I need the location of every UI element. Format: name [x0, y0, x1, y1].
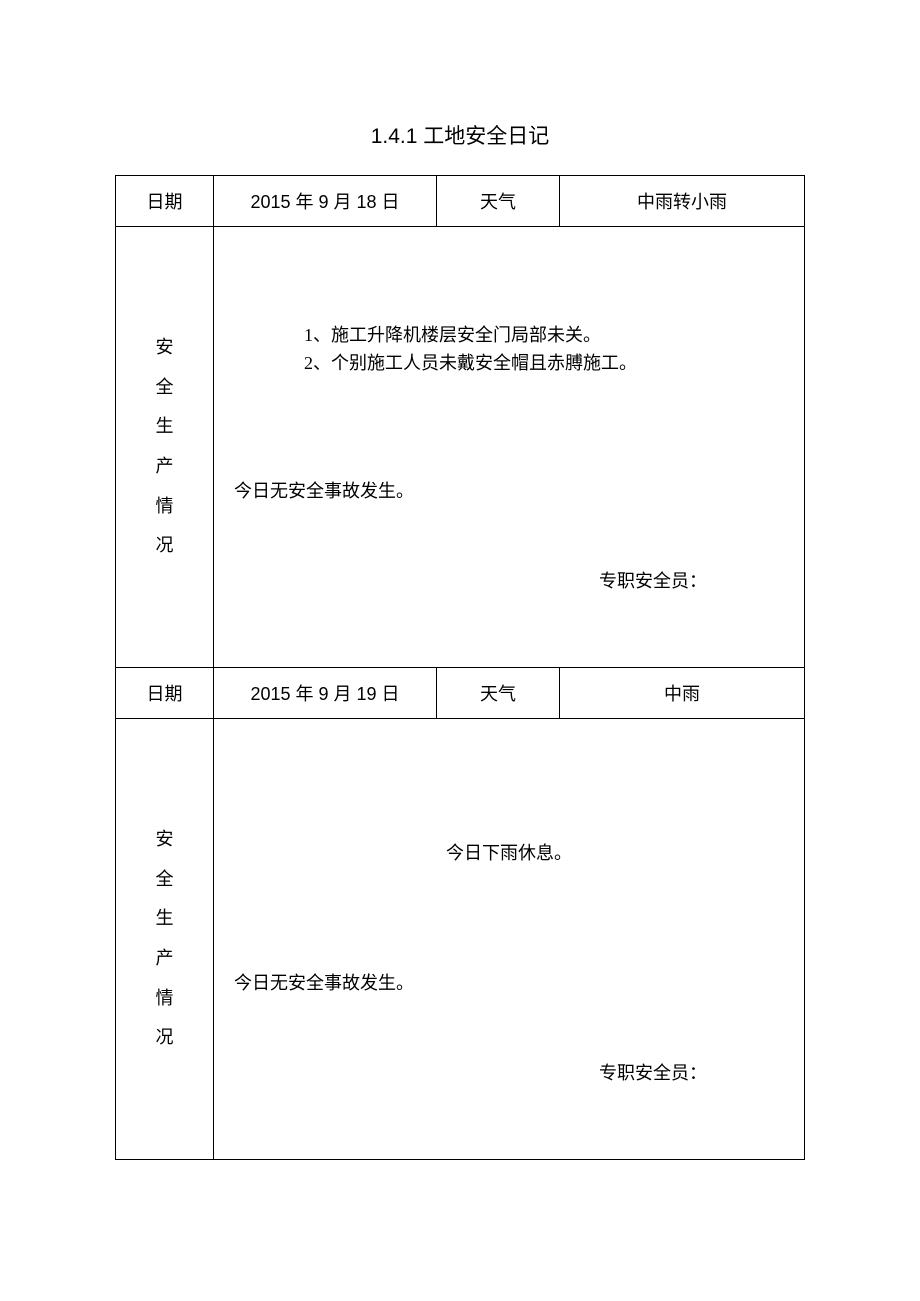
note-line: 1、施工升降机楼层安全门局部未关。 [304, 322, 637, 350]
side-label: 安全生产情况 [116, 227, 214, 668]
safety-log-table: 日期 2015 年 9 月 18 日 天气 中雨转小雨 安全生产情况 1、施工升… [115, 175, 805, 1160]
title-number: 1.4.1 [371, 125, 418, 148]
officer-label: 专职安全员： [599, 567, 707, 593]
date-value: 2015 年 9 月 19 日 [214, 668, 437, 719]
date-value: 2015 年 9 月 18 日 [214, 176, 437, 227]
page-title: 1.4.1 工地安全日记 [115, 120, 805, 150]
entry-body-row: 安全生产情况 今日下雨休息。 今日无安全事故发生。 专职安全员： [116, 719, 805, 1160]
note-line: 今日下雨休息。 [214, 839, 804, 865]
date-label: 日期 [116, 176, 214, 227]
entry-body-inner: 1、施工升降机楼层安全门局部未关。 2、个别施工人员未戴安全帽且赤膊施工。 今日… [214, 227, 804, 667]
side-label-text: 安全生产情况 [117, 820, 212, 1058]
entry-body-cell: 今日下雨休息。 今日无安全事故发生。 专职安全员： [214, 719, 805, 1160]
officer-label: 专职安全员： [599, 1059, 707, 1085]
no-accident-text: 今日无安全事故发生。 [234, 969, 414, 995]
weather-label: 天气 [437, 176, 560, 227]
side-label-text: 安全生产情况 [117, 328, 212, 566]
title-text: 工地安全日记 [423, 125, 549, 148]
date-label: 日期 [116, 668, 214, 719]
weather-value: 中雨 [560, 668, 805, 719]
document-page: 1.4.1 工地安全日记 日期 2015 年 9 月 18 日 天气 中雨转小雨… [0, 0, 920, 1301]
entry-body-inner: 今日下雨休息。 今日无安全事故发生。 专职安全员： [214, 719, 804, 1159]
note-line: 2、个别施工人员未戴安全帽且赤膊施工。 [304, 350, 637, 378]
side-label: 安全生产情况 [116, 719, 214, 1160]
weather-label: 天气 [437, 668, 560, 719]
weather-value: 中雨转小雨 [560, 176, 805, 227]
no-accident-text: 今日无安全事故发生。 [234, 477, 414, 503]
date-text: 2015 年 9 月 19 日 [250, 684, 399, 704]
entry-body-row: 安全生产情况 1、施工升降机楼层安全门局部未关。 2、个别施工人员未戴安全帽且赤… [116, 227, 805, 668]
date-text: 2015 年 9 月 18 日 [250, 192, 399, 212]
entry-body-cell: 1、施工升降机楼层安全门局部未关。 2、个别施工人员未戴安全帽且赤膊施工。 今日… [214, 227, 805, 668]
notes-block-centered: 今日下雨休息。 [214, 839, 804, 865]
entry-header-row: 日期 2015 年 9 月 19 日 天气 中雨 [116, 668, 805, 719]
entry-header-row: 日期 2015 年 9 月 18 日 天气 中雨转小雨 [116, 176, 805, 227]
notes-block: 1、施工升降机楼层安全门局部未关。 2、个别施工人员未戴安全帽且赤膊施工。 [304, 322, 637, 378]
